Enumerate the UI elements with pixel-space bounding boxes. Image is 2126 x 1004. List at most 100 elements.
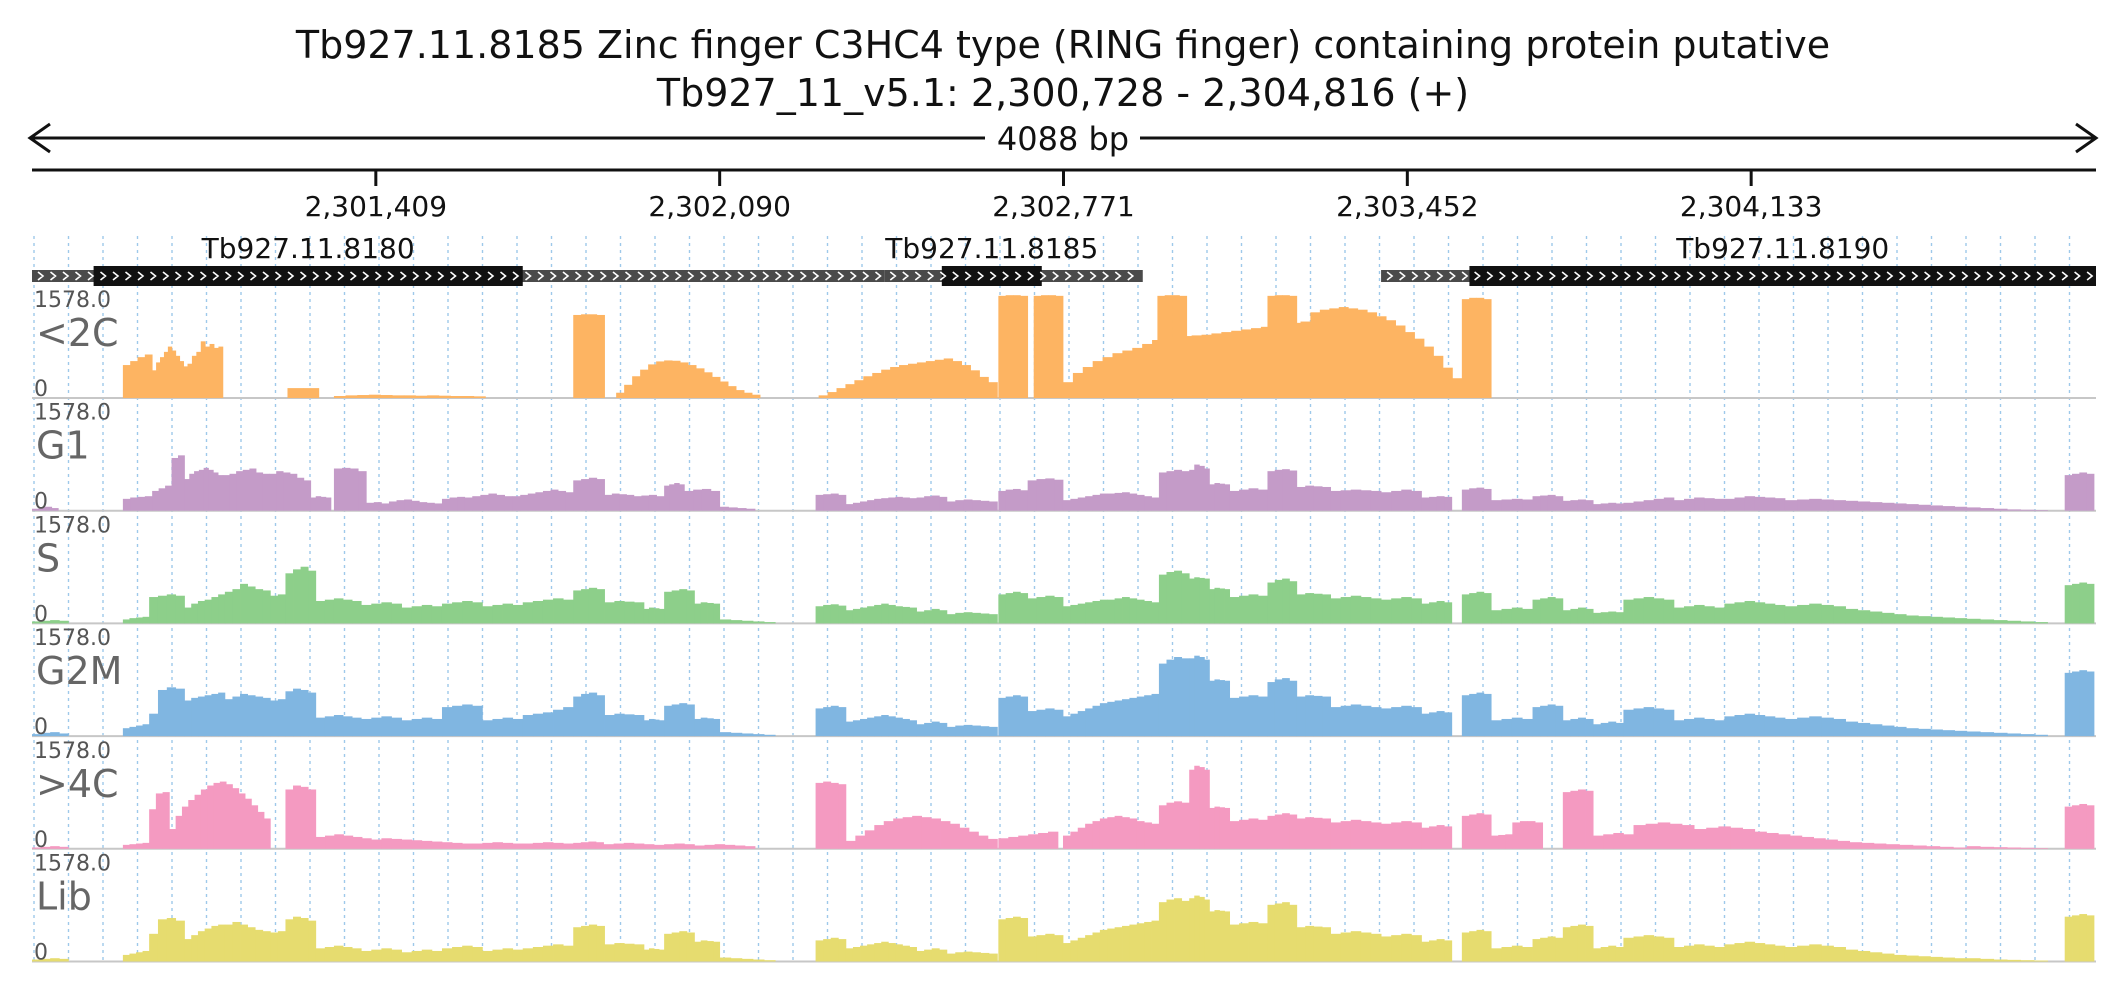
- coverage-bar: [2034, 960, 2048, 962]
- coverage-bar: [1436, 939, 1445, 962]
- coverage-track: 1578.0 0 S: [32, 513, 2096, 627]
- coverage-bar: [1766, 832, 1779, 849]
- coverage-bar: [310, 497, 317, 511]
- coverage-bar: [565, 492, 574, 511]
- gene-label: Tb927.11.8190: [1675, 232, 1889, 265]
- coverage-bar: [1158, 574, 1167, 624]
- coverage-bar: [315, 717, 326, 737]
- coverage-bar: [122, 844, 130, 849]
- coverage-bar: [1774, 945, 1786, 962]
- coverage-bar: [707, 602, 714, 624]
- coverage-bar: [482, 950, 493, 962]
- coverage-bar: [1248, 594, 1259, 624]
- coverage-bar: [1657, 822, 1671, 849]
- coverage-bar: [654, 948, 660, 962]
- coverage-bar: [830, 937, 839, 962]
- coverage-bar: [970, 370, 980, 398]
- coverage-bar: [293, 785, 301, 849]
- coverage-bar: [1282, 469, 1290, 511]
- coverage-bar: [1797, 499, 1810, 511]
- coverage-bar: [1239, 489, 1249, 511]
- coverage-bar: [277, 699, 286, 737]
- coverage-bar: [1179, 295, 1188, 398]
- coverage-bar: [1491, 720, 1502, 737]
- coverage-bar: [730, 958, 743, 962]
- coverage-bar: [1329, 308, 1340, 398]
- coverage-bar: [934, 359, 945, 398]
- coverage-bar: [580, 842, 589, 849]
- coverage-bar: [972, 725, 981, 737]
- coverage-bar: [1562, 610, 1571, 624]
- coverage-bar: [1505, 834, 1513, 849]
- coverage-bar: [895, 717, 903, 737]
- coverage-bar: [581, 589, 590, 624]
- coverage-bar: [1570, 608, 1579, 624]
- coverage-bar: [238, 793, 246, 849]
- coverage-bar: [293, 916, 301, 962]
- coverage-track: 1578.0 0 G2M: [32, 626, 2096, 740]
- coverage-bar: [1809, 716, 1822, 737]
- coverage-bar: [1894, 954, 1907, 962]
- coverage-bar: [963, 724, 973, 737]
- coverage-bar: [1857, 950, 1871, 962]
- coverage-bar: [315, 600, 326, 624]
- coverage-bar: [136, 617, 143, 624]
- coverage-bar: [830, 493, 839, 511]
- coverage-bar: [872, 372, 882, 398]
- coverage-bar: [654, 844, 665, 849]
- coverage-bar: [1774, 498, 1786, 511]
- coverage-bar: [1821, 717, 1834, 737]
- coverage-bar: [1248, 818, 1259, 849]
- coverage-bar: [719, 619, 732, 624]
- coverage-bar: [1633, 936, 1645, 962]
- coverage-bar: [1041, 295, 1049, 398]
- coverage-bar: [1527, 821, 1536, 849]
- coverage-bar: [1211, 333, 1222, 398]
- coverage-bar: [1942, 730, 1956, 737]
- coverage-bar: [1062, 943, 1071, 962]
- coverage-bar: [178, 455, 185, 511]
- coverage-bar: [1744, 941, 1756, 962]
- coverage-bar: [482, 842, 493, 849]
- coverage-bar: [1764, 944, 1776, 962]
- coverage-bar: [1092, 705, 1101, 737]
- coverage-bar: [401, 839, 413, 849]
- coverage-bar: [1401, 489, 1412, 511]
- coverage-bar: [881, 941, 889, 962]
- coverage-bar: [1199, 465, 1205, 511]
- coverage-bar: [283, 472, 291, 511]
- coverage-bar: [2079, 582, 2088, 624]
- coverage-bar: [1522, 718, 1533, 737]
- coverage-bar: [1912, 845, 1927, 849]
- coverage-bar: [438, 395, 451, 398]
- coverage-bar: [1562, 500, 1571, 511]
- coverage-bar: [502, 717, 514, 737]
- coverage-bar: [137, 496, 146, 511]
- coverage-bar: [232, 788, 240, 849]
- coverage-bar: [1048, 831, 1059, 849]
- coverage-bar: [1376, 316, 1387, 398]
- coverage-bar: [1282, 678, 1290, 737]
- coverage-bar: [415, 395, 428, 398]
- coverage-bar: [924, 722, 933, 737]
- coverage-bar: [1857, 610, 1871, 624]
- coverage-bar: [1020, 918, 1029, 962]
- coverage-bar: [1330, 598, 1342, 624]
- coverage-bar: [1391, 935, 1402, 962]
- coverage-bar: [830, 705, 839, 737]
- coverage-bar: [596, 589, 605, 624]
- coverage-bar: [1152, 340, 1163, 398]
- coverage-bar: [1054, 935, 1064, 962]
- coverage-bar: [1535, 822, 1544, 849]
- coverage-bar: [1214, 483, 1220, 511]
- coverage-bar: [1825, 839, 1838, 849]
- coverage-bar: [1532, 939, 1541, 962]
- coverage-bar: [588, 841, 597, 849]
- coverage-bar: [1469, 693, 1477, 737]
- coverage-bar: [1204, 899, 1210, 962]
- coverage-bar: [512, 843, 524, 849]
- coverage-bar: [730, 732, 743, 737]
- coverage-bar: [1082, 367, 1094, 398]
- coverage-bar: [1381, 823, 1392, 849]
- coverage-bar: [441, 842, 453, 849]
